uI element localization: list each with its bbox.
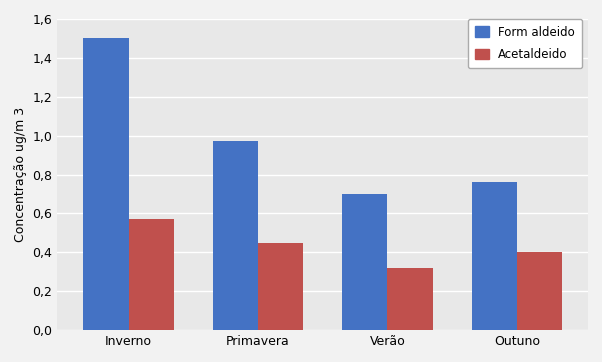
Bar (471, 182, 517, 330)
Bar (258, 243, 303, 330)
Bar (342, 194, 388, 330)
Bar (388, 268, 433, 330)
Bar (128, 219, 174, 330)
Y-axis label: Concentração ug/m 3: Concentração ug/m 3 (14, 107, 27, 242)
Bar (213, 142, 258, 330)
Legend: Form aldeido, Acetaldeido: Form aldeido, Acetaldeido (468, 18, 582, 68)
Bar (517, 252, 562, 330)
Bar (83, 38, 128, 330)
